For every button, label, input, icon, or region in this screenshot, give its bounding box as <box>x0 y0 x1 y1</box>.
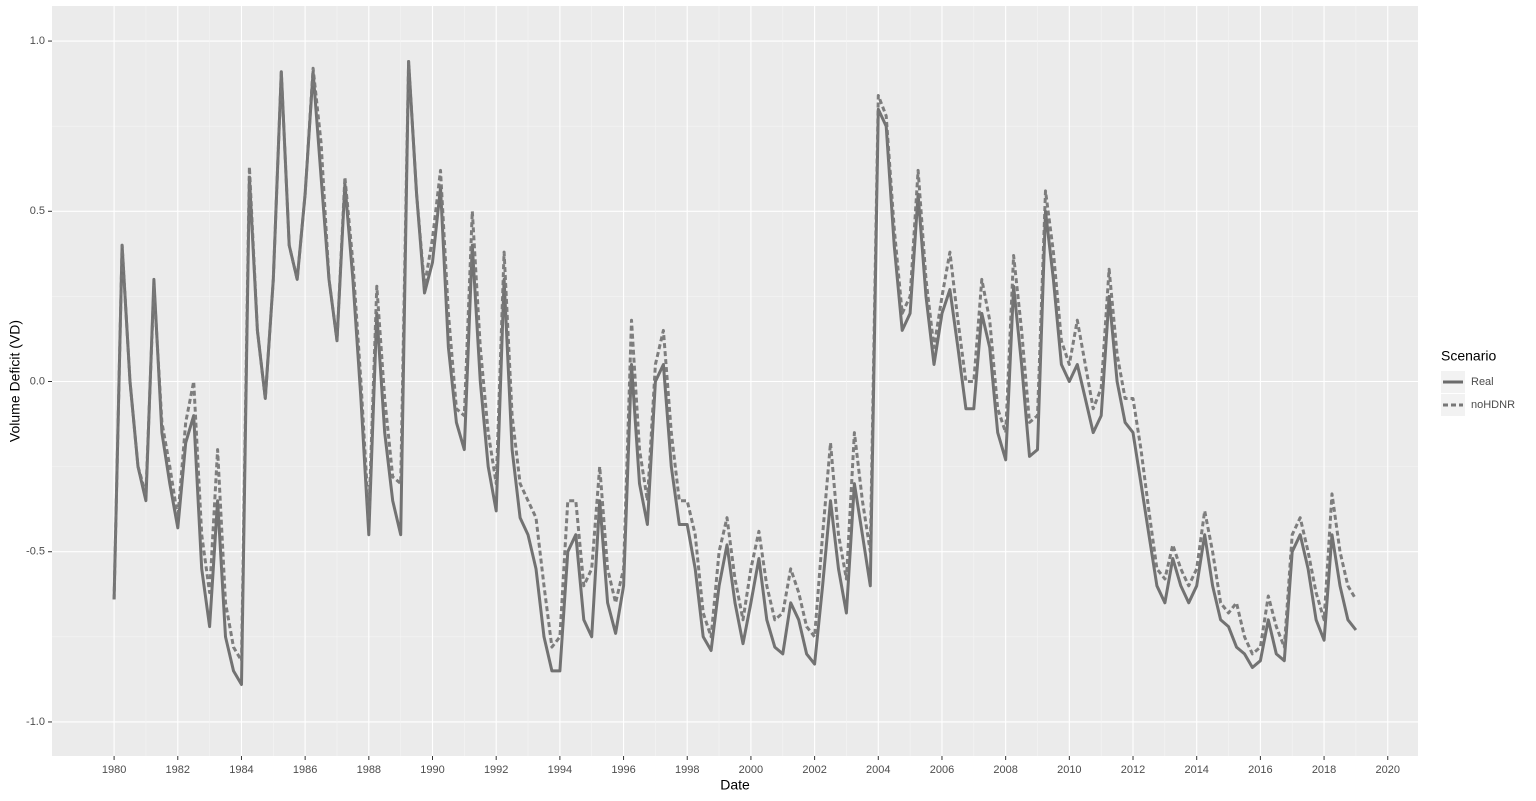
x-tick-label: 1980 <box>102 764 126 776</box>
x-tick-label: 1996 <box>611 764 635 776</box>
legend-title: Scenario <box>1441 348 1496 364</box>
x-tick-label: 2010 <box>1057 764 1081 776</box>
x-tick-label: 2012 <box>1121 764 1145 776</box>
x-tick-label: 1984 <box>229 764 253 776</box>
x-tick-label: 1998 <box>675 764 699 776</box>
y-tick-label: 0.0 <box>30 375 45 387</box>
x-tick-label: 1994 <box>548 764 572 776</box>
y-tick-label: -0.5 <box>26 546 45 558</box>
x-tick-label: 2006 <box>930 764 954 776</box>
x-tick-label: 1992 <box>484 764 508 776</box>
y-tick-label: 0.5 <box>30 205 45 217</box>
lines <box>112 60 1358 686</box>
legend-label: Real <box>1471 376 1494 388</box>
x-tick-label: 2008 <box>993 764 1017 776</box>
x-tick-label: 2016 <box>1248 764 1272 776</box>
x-tick-label: 1982 <box>166 764 190 776</box>
x-tick-label: 2002 <box>802 764 826 776</box>
x-tick-label: 2000 <box>739 764 763 776</box>
x-tick-label: 2014 <box>1184 764 1208 776</box>
x-tick-label: 1990 <box>420 764 444 776</box>
x-tick-label: 2020 <box>1376 764 1400 776</box>
x-tick-label: 2018 <box>1312 764 1336 776</box>
series-line <box>112 60 1358 686</box>
series-line <box>112 60 1358 663</box>
x-tick-label: 1986 <box>293 764 317 776</box>
x-tick-label: 2004 <box>866 764 890 776</box>
x-axis-title: Date <box>720 777 750 793</box>
y-tick-label: -1.0 <box>26 716 45 728</box>
legend-label: noHDNR <box>1471 399 1515 411</box>
grid <box>52 6 1418 756</box>
x-tick-label: 1988 <box>357 764 381 776</box>
y-axis-title: Volume Deficit (VD) <box>7 320 23 442</box>
y-tick-label: 1.0 <box>30 35 45 47</box>
